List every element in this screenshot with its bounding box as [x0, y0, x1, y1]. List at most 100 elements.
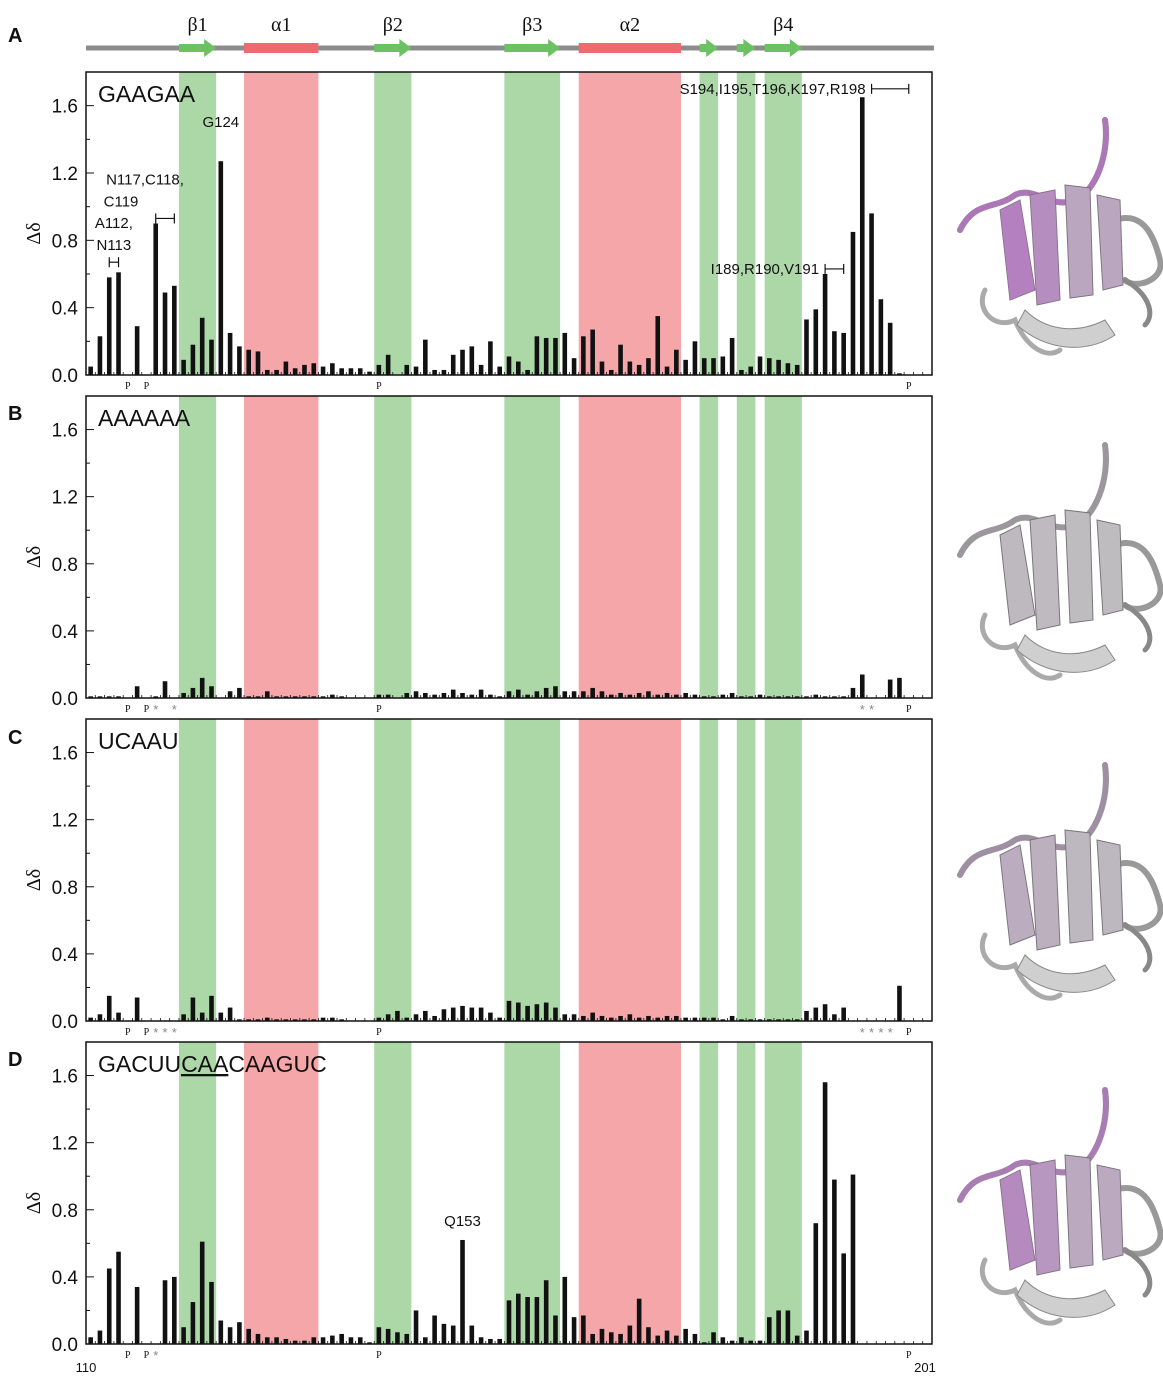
data-bar [450, 1007, 456, 1021]
data-bar [330, 694, 335, 698]
panel-letter: B [8, 403, 22, 425]
helix-shading [244, 1042, 319, 1344]
data-bar [255, 696, 261, 698]
data-bar [794, 364, 800, 375]
data-bar [850, 231, 856, 375]
data-bar [283, 1019, 289, 1021]
beta-strand-highlight [1065, 1155, 1093, 1268]
y-tick-label: 1.2 [52, 164, 78, 185]
data-bar [692, 694, 698, 698]
data-bar [515, 361, 521, 375]
data-bar [590, 687, 595, 698]
strand-arrow [374, 39, 412, 57]
helix-shading [244, 719, 319, 1021]
title-part: GACUU [98, 1051, 181, 1077]
data-bar [469, 1007, 475, 1021]
beta-strand [999, 524, 1036, 626]
data-bar [646, 1015, 651, 1021]
beta-strand-highlight [1000, 1170, 1035, 1270]
data-bar [441, 1009, 447, 1021]
data-bar [404, 364, 410, 375]
beta-strand [1064, 829, 1094, 944]
panel-letter: D [8, 1049, 22, 1071]
data-bar [320, 366, 326, 375]
structure-label: β3 [522, 14, 542, 36]
proline-marker: P [906, 1027, 912, 1038]
data-bar [581, 1015, 586, 1021]
data-bar [692, 1333, 698, 1344]
y-axis-label: Δδ [23, 546, 45, 568]
data-bar [506, 1300, 512, 1344]
structure-a [957, 117, 1163, 356]
annotation-label: N113 [97, 237, 132, 254]
panels: A 0.0 0.4 0.8 1.2 1.6 Δδ P P P P GAAGAA A112, N113 N11… [8, 25, 933, 1363]
data-bar [608, 694, 614, 698]
unassigned-marker: * [153, 702, 158, 717]
data-bar [469, 346, 475, 375]
data-bar [116, 696, 121, 698]
unassigned-marker: * [860, 1025, 865, 1040]
data-bar [97, 1330, 103, 1344]
data-bar [274, 696, 279, 698]
annotation-label: G124 [202, 114, 239, 131]
x-axis-start-label: 110 [76, 1360, 97, 1375]
data-bar [106, 696, 112, 698]
data-bar [478, 1337, 484, 1344]
data-bar [497, 696, 503, 698]
data-bar [237, 1019, 242, 1021]
data-bar [413, 1310, 419, 1344]
strand-shading [764, 72, 802, 375]
data-bar [237, 1322, 242, 1344]
data-bar [636, 364, 642, 375]
data-bar [636, 1298, 642, 1344]
strand-shading [504, 719, 561, 1021]
data-bar [636, 1017, 642, 1021]
data-bar [571, 1014, 577, 1021]
data-bar [153, 223, 159, 375]
unassigned-marker: * [172, 702, 177, 717]
data-bar [534, 336, 540, 375]
y-tick-label: 0.8 [52, 1201, 78, 1222]
data-bar [720, 1337, 726, 1344]
data-bar [655, 316, 661, 375]
data-bar [116, 1012, 121, 1021]
data-bar [581, 691, 586, 698]
data-bar [376, 1327, 382, 1344]
data-bar [618, 1333, 623, 1344]
data-bar [655, 1335, 661, 1344]
data-bar [274, 1019, 279, 1021]
data-bar [748, 696, 754, 698]
strand-shading [178, 719, 217, 1021]
data-bar [227, 1327, 233, 1344]
y-tick-label: 0.0 [52, 366, 78, 387]
data-bar [246, 1328, 251, 1344]
data-bar [339, 1333, 344, 1344]
data-bar [497, 1017, 503, 1021]
data-bar [450, 689, 456, 698]
protein-structures [957, 117, 1163, 1326]
data-bar [757, 356, 763, 375]
data-bar [748, 366, 754, 375]
strand-shading [736, 1042, 756, 1344]
data-bar [534, 1297, 540, 1344]
data-bar [804, 696, 809, 698]
y-tick-label: 1.2 [52, 488, 78, 509]
data-bar [655, 1017, 661, 1021]
data-bar [339, 1019, 344, 1021]
data-bar [423, 1010, 428, 1021]
data-bar [218, 1012, 224, 1021]
y-axis-label: Δδ [23, 1192, 45, 1214]
data-bar [478, 689, 484, 698]
data-bar [97, 336, 103, 375]
data-bar [106, 1268, 112, 1344]
protein-loop [979, 1257, 1063, 1326]
data-bar [292, 1019, 298, 1021]
data-bar [432, 694, 437, 698]
data-bar [274, 369, 279, 375]
data-bar [599, 1328, 605, 1344]
unassigned-marker: * [153, 1348, 158, 1363]
data-bar [153, 696, 159, 698]
panel-title: AAAAAA [98, 405, 191, 431]
data-bar [692, 341, 698, 375]
